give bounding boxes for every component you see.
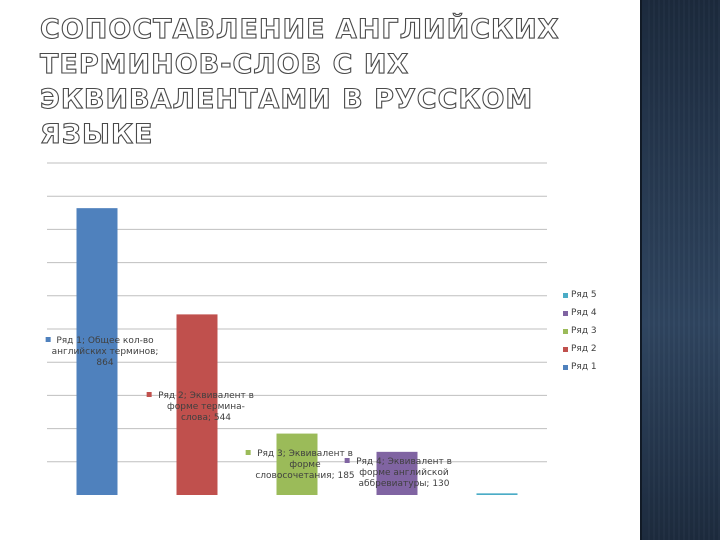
data-label-text: слова; 544 bbox=[181, 413, 231, 423]
legend-label: Ряд 1 bbox=[571, 362, 597, 372]
legend-label: Ряд 2 bbox=[571, 344, 597, 354]
legend-label: Ряд 4 bbox=[571, 308, 597, 318]
data-label-swatch bbox=[344, 458, 350, 463]
legend-swatch bbox=[563, 346, 568, 352]
data-label-swatch bbox=[245, 450, 251, 455]
data-label-text: Ряд 3; Эквивалент в bbox=[257, 449, 353, 459]
legend-item: Ряд 2 bbox=[563, 340, 597, 358]
decorative-sidebar bbox=[640, 0, 720, 540]
data-label-swatch bbox=[146, 392, 152, 397]
legend-swatch bbox=[563, 292, 568, 298]
legend-swatch bbox=[563, 328, 568, 334]
data-label-text: английских терминов; bbox=[52, 347, 159, 357]
data-label-text: Ряд 2; Эквивалент в bbox=[158, 391, 254, 401]
legend-item: Ряд 5 bbox=[563, 286, 597, 304]
data-label-text: Ряд 4; Эквивалент в bbox=[356, 457, 452, 467]
data-label-text: форме bbox=[289, 460, 321, 470]
legend-item: Ряд 1 bbox=[563, 358, 597, 376]
bar bbox=[176, 314, 218, 495]
legend-swatch bbox=[563, 364, 568, 370]
data-label-text: 864 bbox=[96, 358, 113, 368]
legend-label: Ряд 3 bbox=[571, 326, 597, 336]
bar bbox=[476, 493, 518, 495]
data-label-swatch bbox=[45, 337, 51, 342]
bar bbox=[276, 433, 318, 495]
slide-title: СОПОСТАВЛЕНИЕ АНГЛИЙСКИХ ТЕРМИНОВ-СЛОВ С… bbox=[39, 13, 560, 150]
bar bbox=[76, 208, 118, 496]
data-label-text: форме английской bbox=[359, 468, 449, 478]
legend-item: Ряд 4 bbox=[563, 304, 597, 322]
legend-item: Ряд 3 bbox=[563, 322, 597, 340]
data-label-text: Ряд 1; Общее кол-во bbox=[56, 336, 154, 346]
data-label-text: словосочетания; 185 bbox=[255, 471, 354, 481]
legend-label: Ряд 5 bbox=[571, 290, 597, 300]
bar bbox=[376, 451, 418, 495]
data-label-text: форме термина- bbox=[167, 402, 245, 412]
chart-legend: Ряд 5 Ряд 4 Ряд 3 Ряд 2 Ряд 1 bbox=[563, 286, 597, 376]
data-label-text: аббревиатуры; 130 bbox=[359, 479, 450, 489]
legend-swatch bbox=[563, 310, 568, 316]
data-label: Ряд 3; Эквивалент вформесловосочетания; … bbox=[245, 449, 355, 481]
